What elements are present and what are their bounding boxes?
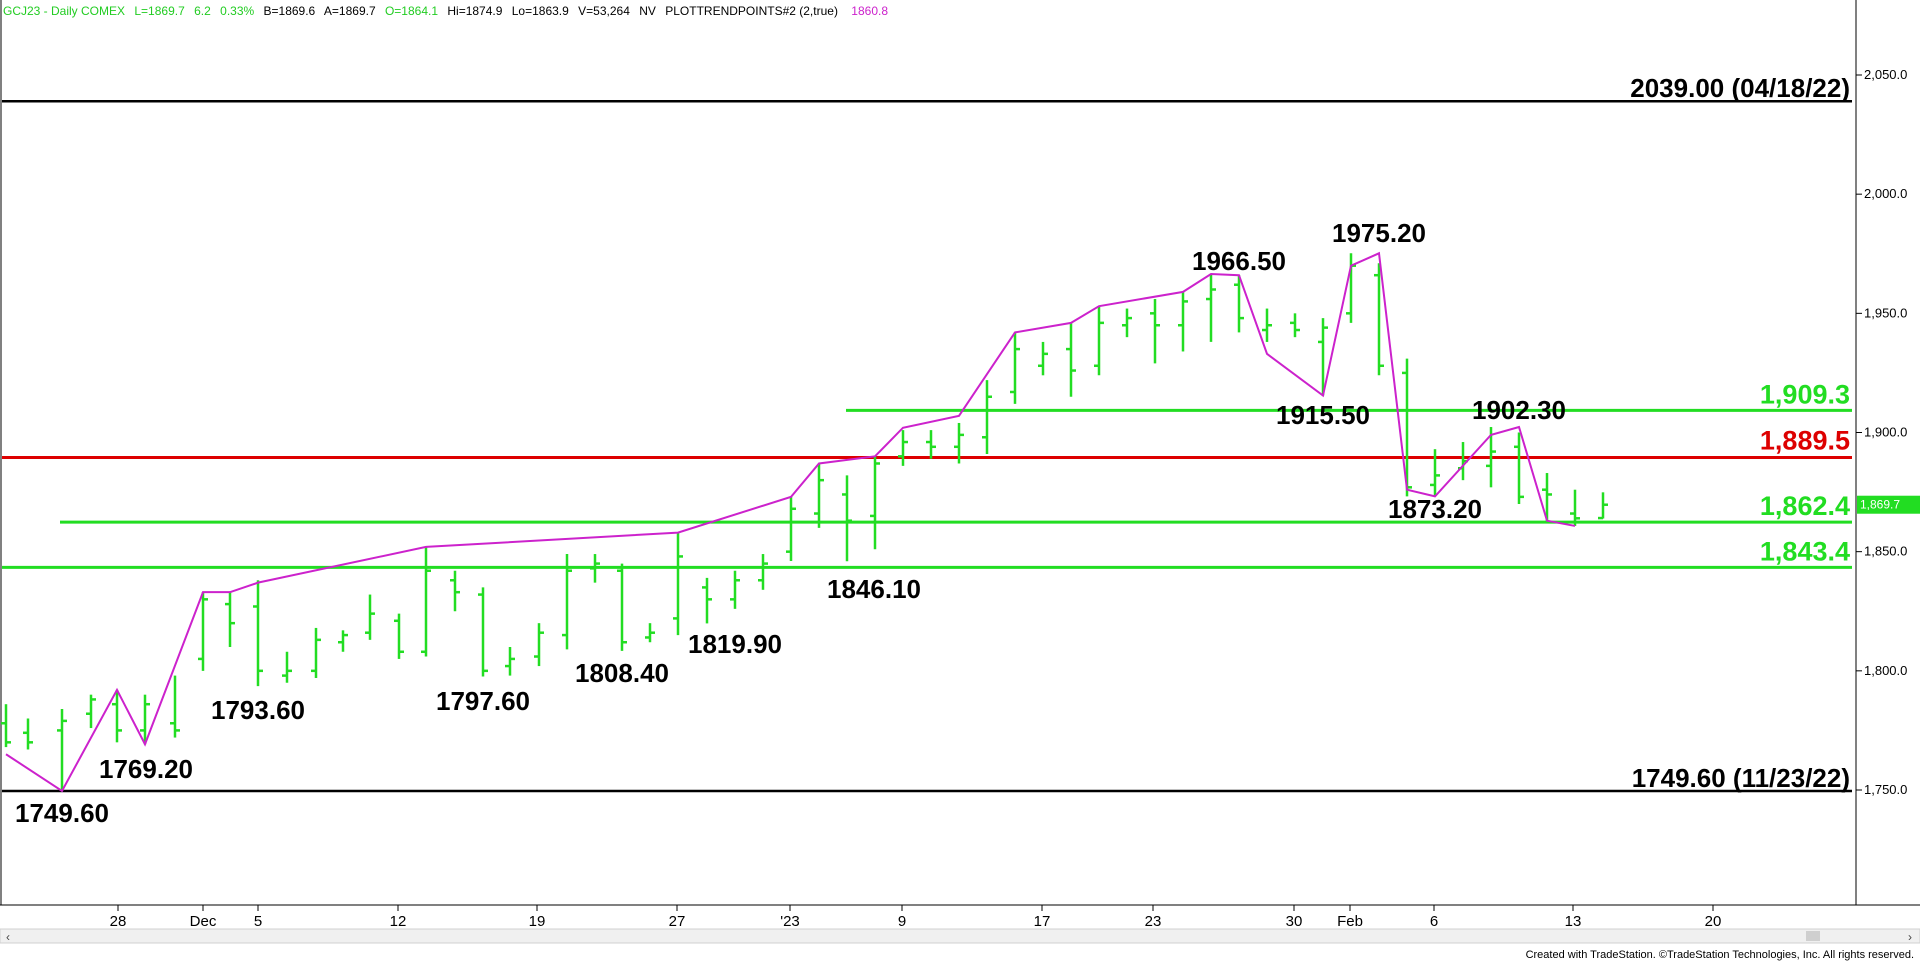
y-tick-label: 2,050.0 bbox=[1864, 67, 1907, 82]
header-nv: NV bbox=[639, 4, 656, 18]
pivot-label: 1966.50 bbox=[1192, 246, 1286, 276]
level-label: 2039.00 (04/18/22) bbox=[1630, 73, 1850, 103]
header-high: Hi=1874.9 bbox=[447, 4, 502, 18]
trend-line bbox=[5, 251, 1576, 793]
pivot-label: 1819.90 bbox=[688, 629, 782, 659]
pivot-label: 1846.10 bbox=[827, 574, 921, 604]
pivot-label: 1808.40 bbox=[575, 658, 669, 688]
level-label: 1,843.4 bbox=[1760, 536, 1850, 566]
pivot-label: 1902.30 bbox=[1472, 395, 1566, 425]
horizontal-levels: 2039.00 (04/18/22) 1,909.3 1,889.5 1,862.4 1… bbox=[2, 73, 1852, 793]
horizontal-scrollbar[interactable]: ‹ › bbox=[0, 928, 1920, 944]
footer-credit: Created with TradeStation. ©TradeStation… bbox=[1525, 949, 1914, 961]
x-axis: 28 Dec 5 12 19 27 '23 9 17 23 30 Feb 6 13 20 bbox=[110, 905, 1722, 930]
header-study-value: 1860.8 bbox=[851, 4, 888, 18]
scroll-right-icon[interactable]: › bbox=[1908, 930, 1912, 944]
header-study: PLOTTRENDPOINTS#2 (2,true) bbox=[665, 4, 838, 18]
pivot-label: 1793.60 bbox=[211, 695, 305, 725]
header-symbol: GCJ23 - Daily COMEX bbox=[3, 4, 125, 18]
last-price-label: 1,869.7 bbox=[1860, 498, 1900, 512]
header-open: O=1864.1 bbox=[385, 4, 438, 18]
x-tick-label: 9 bbox=[898, 913, 906, 930]
x-tick-label: 5 bbox=[254, 913, 262, 930]
x-tick-label: 28 bbox=[110, 913, 127, 930]
y-axis: 2,050.0 2,000.0 1,950.0 1,900.0 1,850.0 1,800… bbox=[1856, 67, 1907, 797]
pivot-label: 1749.60 bbox=[15, 798, 109, 828]
y-tick-label: 1,800.0 bbox=[1864, 663, 1907, 678]
x-tick-label: '23 bbox=[780, 913, 800, 930]
x-tick-label: 12 bbox=[390, 913, 407, 930]
last-price-marker: 1,869.7 bbox=[1857, 495, 1920, 514]
header-ask: A=1869.7 bbox=[324, 4, 376, 18]
x-tick-label: 30 bbox=[1286, 913, 1303, 930]
x-tick-label: 20 bbox=[1705, 913, 1722, 930]
y-tick-label: 2,000.0 bbox=[1864, 186, 1907, 201]
level-label: 1749.60 (11/23/22) bbox=[1632, 763, 1850, 793]
y-tick-label: 1,900.0 bbox=[1864, 425, 1907, 440]
trend-polyline bbox=[5, 251, 1576, 793]
scroll-left-icon[interactable]: ‹ bbox=[6, 930, 10, 944]
x-tick-label: Dec bbox=[190, 913, 217, 930]
x-tick-label: Feb bbox=[1337, 913, 1363, 930]
x-tick-label: 13 bbox=[1565, 913, 1582, 930]
header-bid: B=1869.6 bbox=[264, 4, 316, 18]
scroll-thumb[interactable] bbox=[1806, 931, 1820, 941]
price-bars bbox=[1, 253, 1608, 791]
x-tick-label: 17 bbox=[1034, 913, 1051, 930]
level-label: 1,862.4 bbox=[1760, 491, 1850, 521]
y-tick-label: 1,950.0 bbox=[1864, 305, 1907, 320]
header-change: 6.2 bbox=[194, 4, 211, 18]
level-label: 1,909.3 bbox=[1760, 379, 1850, 409]
pivot-label: 1915.50 bbox=[1276, 400, 1370, 430]
header-pct: 0.33% bbox=[220, 4, 254, 18]
y-tick-label: 1,750.0 bbox=[1864, 782, 1907, 797]
x-tick-label: 27 bbox=[669, 913, 686, 930]
pivot-label: 1769.20 bbox=[99, 754, 193, 784]
level-label: 1,889.5 bbox=[1760, 426, 1850, 456]
pivot-label: 1873.20 bbox=[1388, 494, 1482, 524]
header-last: L=1869.7 bbox=[134, 4, 185, 18]
header-low: Lo=1863.9 bbox=[512, 4, 569, 18]
x-tick-label: 23 bbox=[1145, 913, 1162, 930]
x-tick-label: 19 bbox=[529, 913, 546, 930]
header-quote: GCJ23 - Daily COMEX L=1869.7 6.2 0.33% B… bbox=[3, 4, 888, 18]
pivot-label: 1797.60 bbox=[436, 686, 530, 716]
y-tick-label: 1,850.0 bbox=[1864, 544, 1907, 559]
x-tick-label: 6 bbox=[1430, 913, 1438, 930]
header-volume: V=53,264 bbox=[578, 4, 630, 18]
pivot-labels: 1749.60 1769.20 1793.60 1797.60 1808.40 1819.… bbox=[15, 218, 1566, 828]
pivot-label: 1975.20 bbox=[1332, 218, 1426, 248]
